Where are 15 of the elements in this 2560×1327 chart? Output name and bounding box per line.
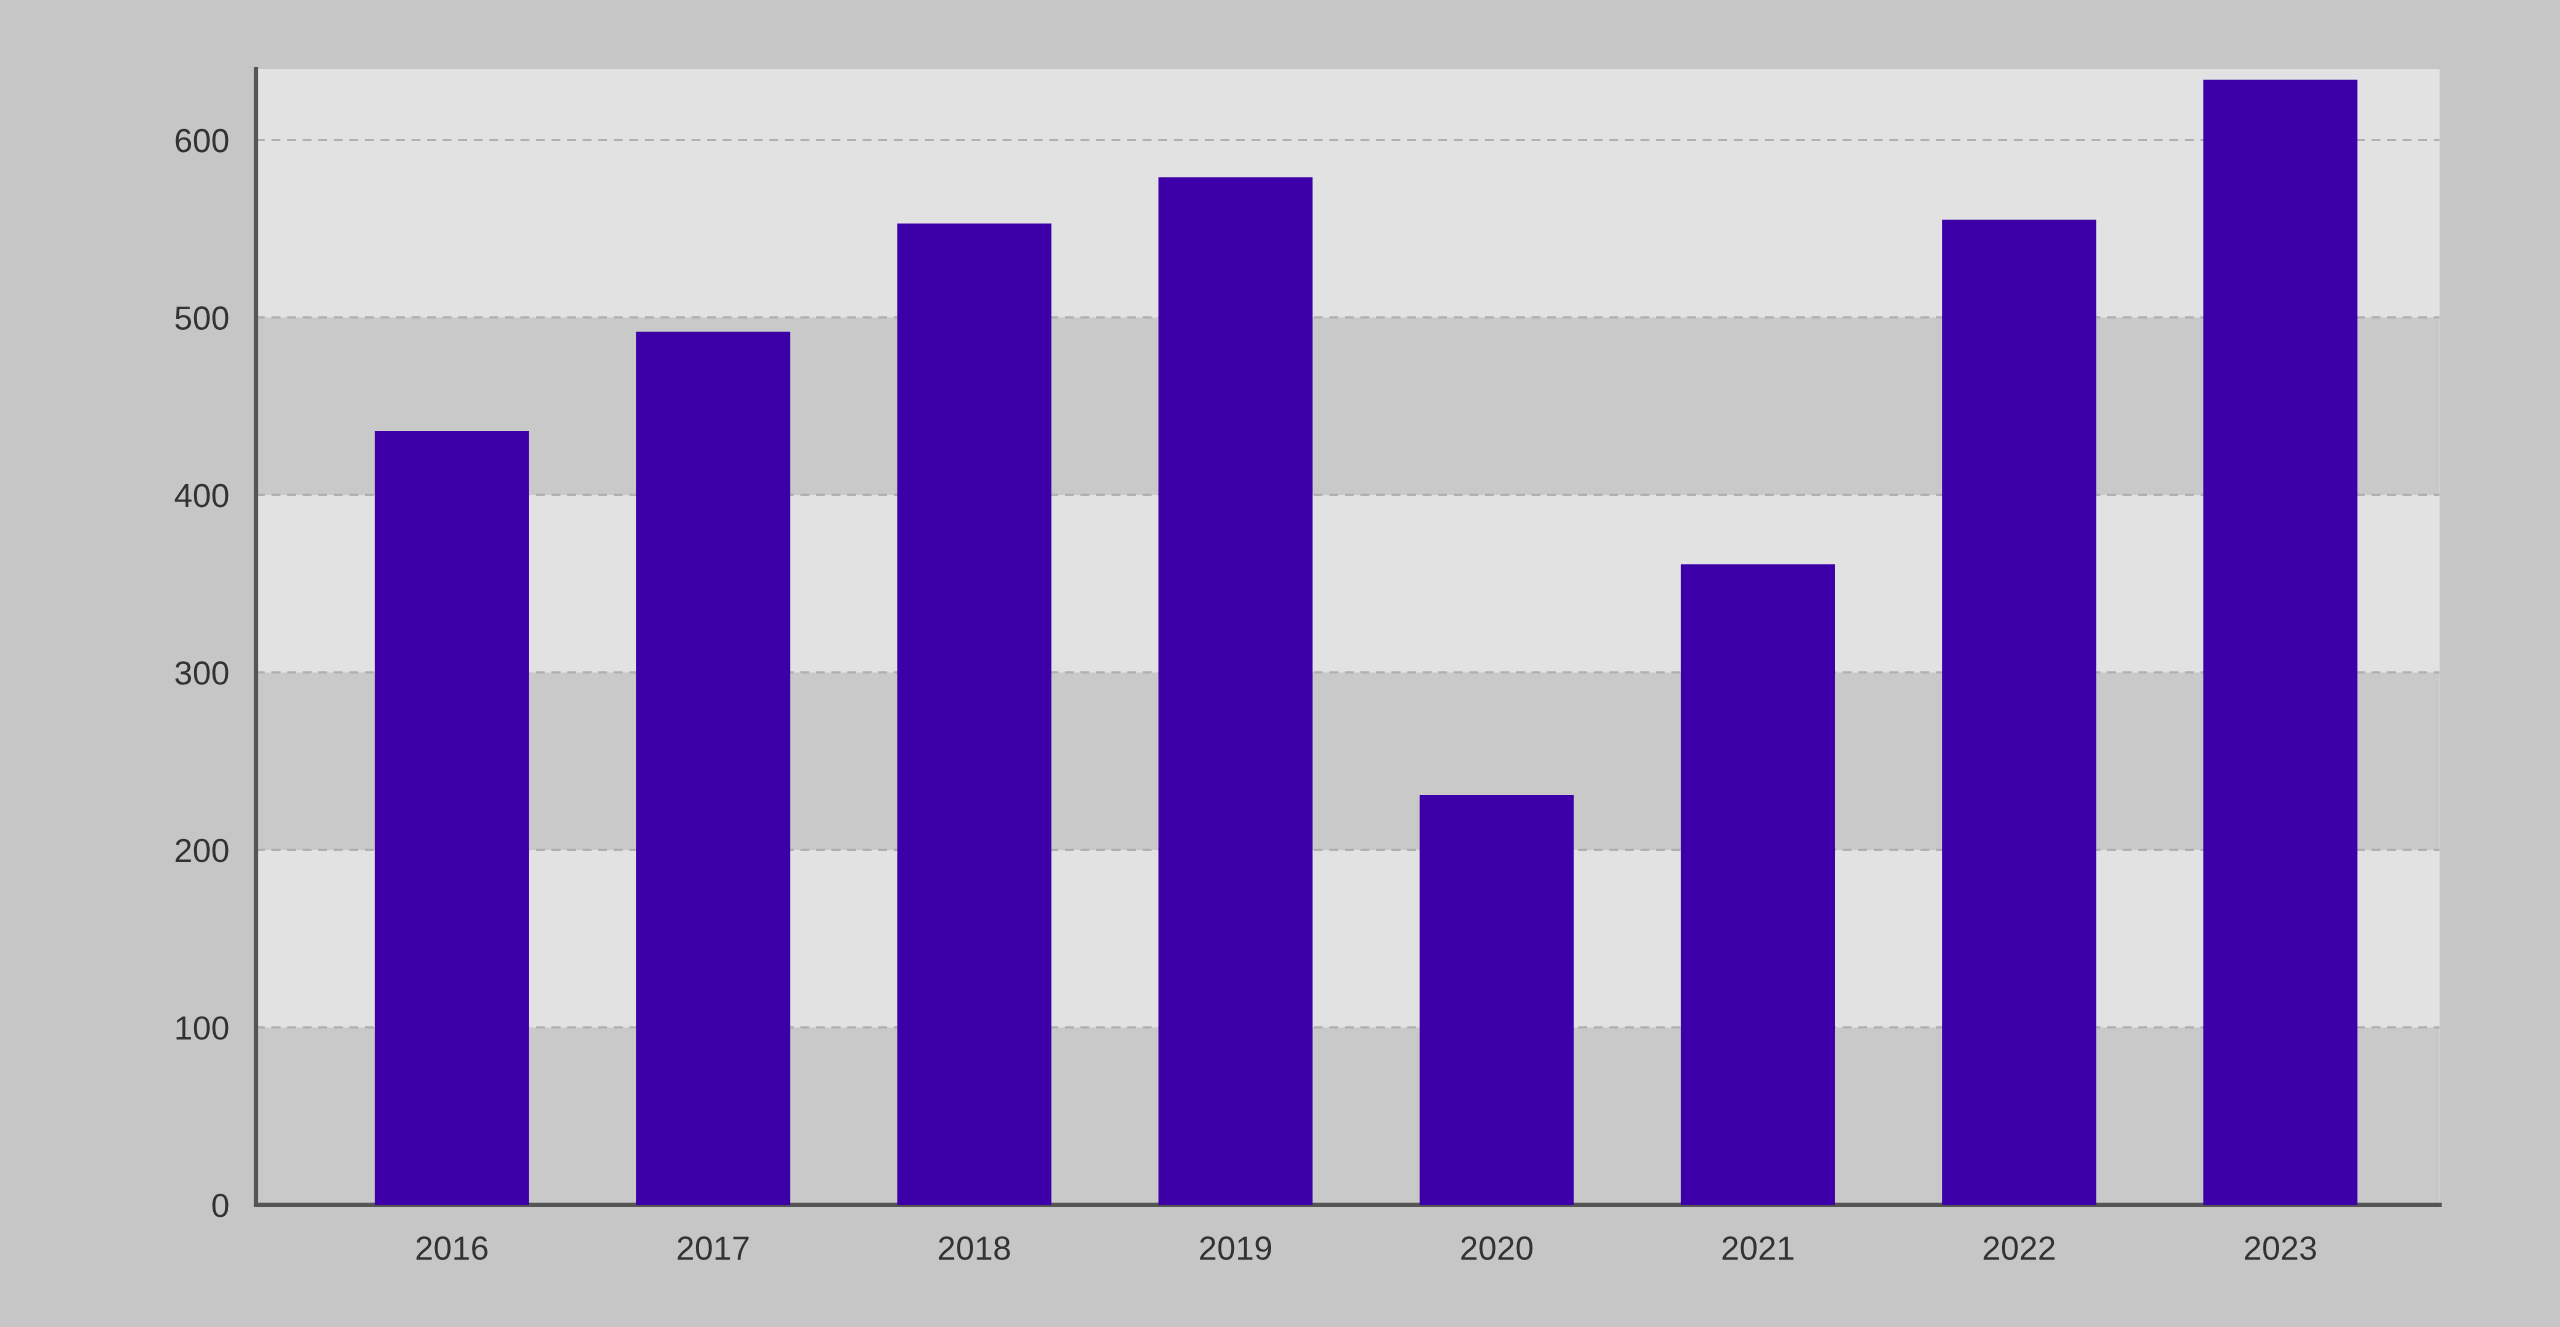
y-tick-label: 300 (175, 661, 229, 685)
x-tick-label: 2021 (1722, 1236, 1794, 1260)
x-tick-label: 2020 (1461, 1236, 1533, 1260)
y-tick-label: 200 (175, 838, 229, 863)
y-tick-label: 600 (175, 128, 229, 153)
y-tick-label: 100 (176, 1016, 229, 1040)
y-tick-label: 400 (174, 483, 229, 508)
x-tick-label: 2018 (938, 1236, 1010, 1260)
x-tick-label: 2023 (2244, 1236, 2316, 1260)
y-tick-label: 500 (175, 306, 229, 330)
x-tick-label: 2017 (677, 1236, 749, 1260)
x-tick-label: 2022 (1983, 1236, 2055, 1260)
x-tick-label: 2016 (416, 1236, 488, 1260)
x-tick-label: 2019 (1200, 1236, 1272, 1260)
y-tick-label: 0 (212, 1193, 229, 1218)
